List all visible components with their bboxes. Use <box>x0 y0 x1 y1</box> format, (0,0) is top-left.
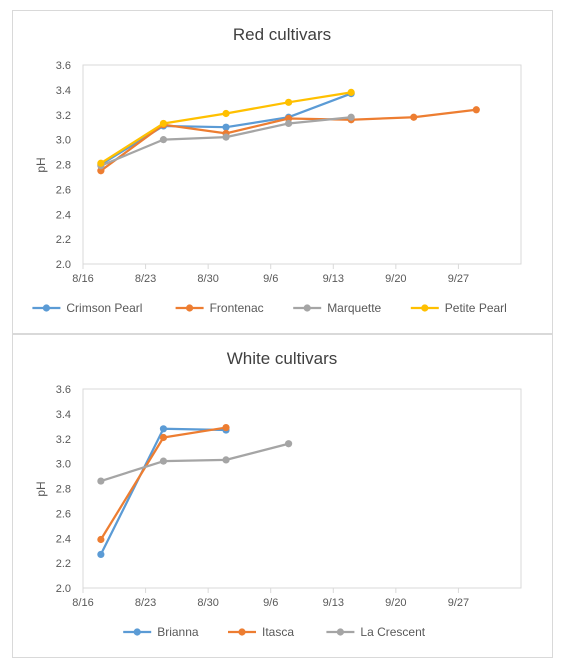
y-tick-label: 2.0 <box>56 259 71 271</box>
data-point-frontenac <box>472 106 480 114</box>
x-tick-label: 9/6 <box>263 597 278 609</box>
y-tick-label: 2.6 <box>56 508 71 520</box>
y-tick-label: 2.8 <box>56 484 71 496</box>
data-point-petite-pearl <box>222 109 230 118</box>
series-line-la-crescent <box>100 442 289 483</box>
y-tick-label: 3.0 <box>56 459 71 471</box>
data-point-marquette <box>284 119 293 128</box>
x-tick-label: 9/27 <box>448 597 469 609</box>
y-tick-label: 2.4 <box>56 533 71 545</box>
chart-title-red: Red cultivars <box>233 25 331 44</box>
x-tick-label: 9/6 <box>263 273 278 285</box>
data-point-itasca <box>97 535 105 544</box>
x-tick-label: 8/23 <box>135 273 156 285</box>
data-point-frontenac <box>97 167 105 175</box>
data-point-marquette <box>347 113 355 121</box>
data-point-petite-pearl <box>159 119 168 128</box>
x-tick-label: 8/30 <box>197 273 218 285</box>
x-tick-label: 8/16 <box>72 273 93 285</box>
data-point-la-crescent <box>284 440 293 448</box>
data-point-marquette <box>159 136 168 144</box>
x-tick-label: 9/20 <box>385 273 406 285</box>
x-tick-label: 8/16 <box>72 597 93 609</box>
data-point-frontenac <box>284 114 293 123</box>
data-point-la-crescent <box>222 456 230 464</box>
legend-label-frontenac: Frontenac <box>210 301 264 315</box>
legend-label-petite-pearl: Petite Pearl <box>445 301 507 315</box>
plot-area-red <box>82 64 522 265</box>
legend-marker-brianna <box>133 628 141 636</box>
legend-marker-itasca <box>238 628 246 636</box>
y-tick-label: 2.0 <box>56 583 71 595</box>
y-tick-label: 2.2 <box>56 234 71 246</box>
y-tick-label: 2.4 <box>56 209 71 221</box>
legend-marker-petite-pearl <box>421 304 429 312</box>
x-tick-label: 9/27 <box>448 273 469 285</box>
data-point-marquette <box>222 133 230 141</box>
y-tick-label: 3.0 <box>56 135 71 147</box>
x-tick-label: 8/30 <box>197 597 218 609</box>
y-tick-label: 3.4 <box>56 85 71 97</box>
data-point-crimson-pearl <box>222 123 230 131</box>
y-axis-label-red: pH <box>34 157 48 172</box>
legend-label-brianna: Brianna <box>157 625 199 639</box>
data-point-petite-pearl <box>284 98 293 106</box>
data-point-itasca <box>159 433 168 442</box>
data-point-la-crescent <box>159 457 168 465</box>
y-tick-label: 3.2 <box>56 434 71 446</box>
legend-marker-frontenac <box>186 304 194 312</box>
y-tick-label: 2.6 <box>56 184 71 196</box>
data-point-brianna <box>97 550 105 559</box>
y-axis-label-white: pH <box>34 481 48 496</box>
x-tick-label: 9/13 <box>323 597 344 609</box>
legend-marker-crimson-pearl <box>42 304 51 312</box>
chart-title-white: White cultivars <box>227 349 338 368</box>
y-tick-label: 3.2 <box>56 110 71 122</box>
data-point-itasca <box>222 423 230 432</box>
chart-frame-red <box>12 10 553 334</box>
x-tick-label: 9/13 <box>323 273 344 285</box>
legend-marker-marquette <box>303 304 311 312</box>
y-tick-label: 2.8 <box>56 160 71 172</box>
chart-frame-white <box>12 334 553 658</box>
plot-area-white <box>82 388 522 589</box>
legend-label-itasca: Itasca <box>262 625 294 639</box>
y-tick-label: 3.6 <box>56 60 71 72</box>
y-tick-label: 3.4 <box>56 409 71 421</box>
legend-label-crimson-pearl: Crimson Pearl <box>66 301 142 315</box>
data-point-petite-pearl <box>347 88 355 96</box>
data-point-frontenac <box>410 113 418 121</box>
legend-marker-la-crescent <box>336 628 344 636</box>
data-point-brianna <box>159 425 168 433</box>
x-tick-label: 8/23 <box>135 597 156 609</box>
data-point-la-crescent <box>97 477 105 485</box>
y-tick-label: 2.2 <box>56 558 71 570</box>
x-tick-label: 9/20 <box>385 597 406 609</box>
y-tick-label: 3.6 <box>56 384 71 396</box>
data-point-petite-pearl <box>97 159 105 167</box>
legend-label-la-crescent: La Crescent <box>360 625 425 639</box>
legend-label-marquette: Marquette <box>327 301 381 315</box>
